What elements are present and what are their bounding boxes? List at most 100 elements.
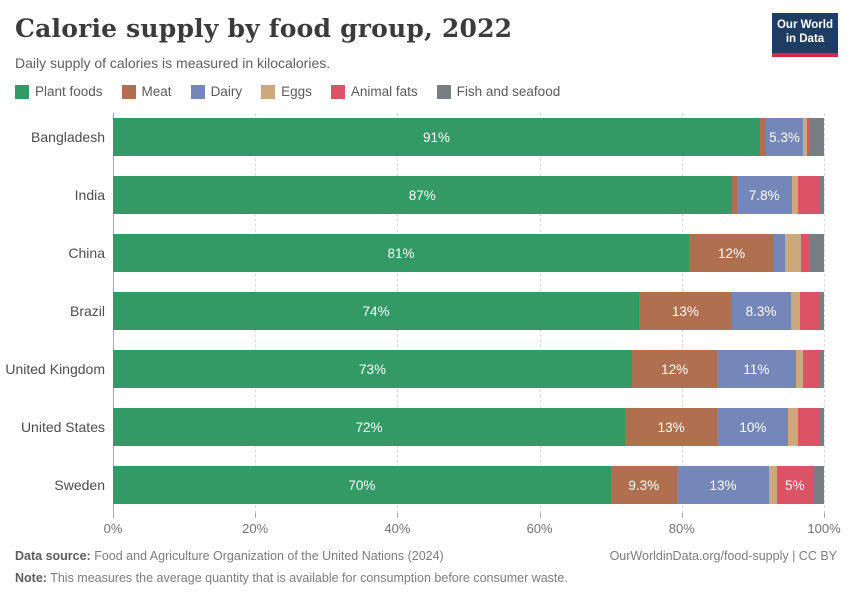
bar-segment-eggs[interactable] xyxy=(790,292,800,330)
segment-value-label: 12% xyxy=(661,361,689,377)
bar-segment-fish-and-seafood[interactable] xyxy=(819,350,824,388)
legend-item-dairy[interactable]: Dairy xyxy=(190,84,243,99)
bar-segment-eggs[interactable] xyxy=(788,408,799,446)
legend-item-meat[interactable]: Meat xyxy=(121,84,172,99)
segment-value-label: 5.3% xyxy=(769,129,800,145)
segment-value-label: 13% xyxy=(657,419,685,435)
bar-segment-animal-fats[interactable] xyxy=(798,408,819,446)
bar-india: 87% 7.8% xyxy=(113,176,824,214)
legend-label: Dairy xyxy=(210,84,243,99)
segment-value-label: 12% xyxy=(718,245,746,261)
segment-value-label: 81% xyxy=(387,245,415,261)
bar-segment-animal-fats[interactable] xyxy=(801,234,810,272)
segment-value-label: 9.3% xyxy=(628,477,660,493)
bar-segment-eggs[interactable] xyxy=(795,350,803,388)
bar-segment-meat[interactable]: 12% xyxy=(632,350,718,388)
bar-segment-dairy[interactable]: 8.3% xyxy=(731,292,791,330)
bar-segment-meat[interactable]: 13% xyxy=(624,408,718,446)
tick-mark-100 xyxy=(824,513,825,518)
legend-swatch-icon xyxy=(261,84,276,99)
bar-segment-plant-foods[interactable]: 74% xyxy=(113,292,640,330)
bar-segment-animal-fats[interactable] xyxy=(806,118,810,156)
x-tick-label-80: 80% xyxy=(668,521,695,536)
segment-value-label: 8.3% xyxy=(745,303,777,319)
x-tick-label-60: 60% xyxy=(526,521,553,536)
bar-segment-animal-fats[interactable] xyxy=(802,350,820,388)
chart-area: 0% 20% 40% 60% 80% 100% Bangladesh 91% 5.3% Indi… xyxy=(0,113,850,553)
bar-segment-meat[interactable]: 9.3% xyxy=(610,466,677,504)
legend-swatch-icon xyxy=(15,84,29,99)
segment-value-label: 91% xyxy=(422,129,451,145)
note-value: This measures the average quantity that … xyxy=(46,571,568,585)
legend-swatch-icon xyxy=(436,84,451,99)
bar-segment-meat[interactable] xyxy=(760,118,766,156)
segment-value-label: 5% xyxy=(785,477,805,493)
row-label-india[interactable]: India xyxy=(74,187,105,203)
owid-footer-link[interactable]: OurWorldinData.org/food-supply | CC BY xyxy=(609,549,837,563)
legend-item-eggs[interactable]: Eggs xyxy=(261,84,312,99)
note-label: Note: xyxy=(15,571,47,585)
row-label-china[interactable]: China xyxy=(68,245,105,261)
bar-segment-meat[interactable] xyxy=(731,176,737,214)
bar-segment-plant-foods[interactable]: 72% xyxy=(113,408,625,446)
bar-segment-eggs[interactable] xyxy=(784,234,802,272)
footer-source-row: Data source: Food and Agriculture Organi… xyxy=(15,549,837,563)
legend-label: Animal fats xyxy=(350,84,418,99)
bar-segment-plant-foods[interactable]: 81% xyxy=(113,234,689,272)
bar-segment-meat[interactable]: 12% xyxy=(688,234,775,272)
bar-segment-meat[interactable]: 13% xyxy=(639,292,732,330)
legend-item-fish-and-seafood[interactable]: Fish and seafood xyxy=(436,84,561,99)
legend-item-plant-foods[interactable]: Plant foods xyxy=(15,84,103,99)
x-tick-label-40: 40% xyxy=(384,521,411,536)
bar-segment-dairy[interactable] xyxy=(774,234,785,272)
row-label-sweden[interactable]: Sweden xyxy=(54,477,105,493)
row-label-brazil[interactable]: Brazil xyxy=(69,303,105,319)
bar-segment-dairy[interactable]: 5.3% xyxy=(765,118,804,156)
owid-logo[interactable]: Our World in Data xyxy=(772,13,838,57)
bar-segment-fish-and-seafood[interactable] xyxy=(809,234,824,272)
row-label-united-states[interactable]: United States xyxy=(20,419,105,435)
x-tick-label-20: 20% xyxy=(242,521,269,536)
bar-segment-eggs[interactable] xyxy=(769,466,778,504)
bar-segment-dairy[interactable]: 7.8% xyxy=(736,176,792,214)
tick-mark-40 xyxy=(397,513,399,518)
tick-mark-0 xyxy=(113,513,114,518)
bar-segment-eggs[interactable] xyxy=(791,176,798,214)
bar-segment-dairy[interactable]: 10% xyxy=(717,408,789,446)
bar-united-states: 72% 13% 10% xyxy=(113,408,824,446)
bar-brazil: 74% 13% 8.3% xyxy=(113,292,824,330)
legend-label: Meat xyxy=(141,84,172,99)
owid-logo-line1: Our World xyxy=(776,19,833,31)
bar-segment-eggs[interactable] xyxy=(803,118,807,156)
row-label-bangladesh[interactable]: Bangladesh xyxy=(31,129,105,145)
footer-note-row: Note: This measures the average quantity… xyxy=(15,571,837,585)
bar-segment-plant-foods[interactable]: 73% xyxy=(113,350,633,388)
bar-segment-fish-and-seafood[interactable] xyxy=(818,408,824,446)
tick-mark-60 xyxy=(539,513,541,518)
bar-segment-animal-fats[interactable] xyxy=(799,292,821,330)
row-label-united-kingdom[interactable]: United Kingdom xyxy=(5,361,105,377)
segment-value-label: 13% xyxy=(671,303,699,319)
bar-segment-dairy[interactable]: 11% xyxy=(717,350,796,388)
legend: Plant foods Meat Dairy Eggs Animal fats Fish … xyxy=(15,84,560,99)
segment-value-label: 70% xyxy=(348,477,376,493)
bar-segment-plant-foods[interactable]: 87% xyxy=(113,176,732,214)
bar-segment-fish-and-seafood[interactable] xyxy=(812,466,824,504)
bar-segment-plant-foods[interactable]: 70% xyxy=(113,466,611,504)
bar-segment-plant-foods[interactable]: 91% xyxy=(113,118,760,156)
bar-segment-fish-and-seafood[interactable] xyxy=(809,118,824,156)
bar-segment-dairy[interactable]: 13% xyxy=(676,466,770,504)
bar-bangladesh: 91% 5.3% xyxy=(113,118,824,156)
bar-segment-animal-fats[interactable] xyxy=(797,176,819,214)
segment-value-label: 7.8% xyxy=(748,187,780,203)
chart-subtitle: Daily supply of calories is measured in … xyxy=(15,55,331,71)
legend-label: Fish and seafood xyxy=(456,84,561,99)
data-source-value: Food and Agriculture Organization of the… xyxy=(90,549,444,563)
bar-segment-fish-and-seafood[interactable] xyxy=(819,176,824,214)
segment-value-label: 74% xyxy=(362,303,390,319)
bar-segment-fish-and-seafood[interactable] xyxy=(820,292,824,330)
gridline-100 xyxy=(824,113,825,513)
bar-segment-animal-fats[interactable]: 5% xyxy=(777,466,813,504)
legend-item-animal-fats[interactable]: Animal fats xyxy=(330,84,418,99)
legend-swatch-icon xyxy=(330,84,345,99)
